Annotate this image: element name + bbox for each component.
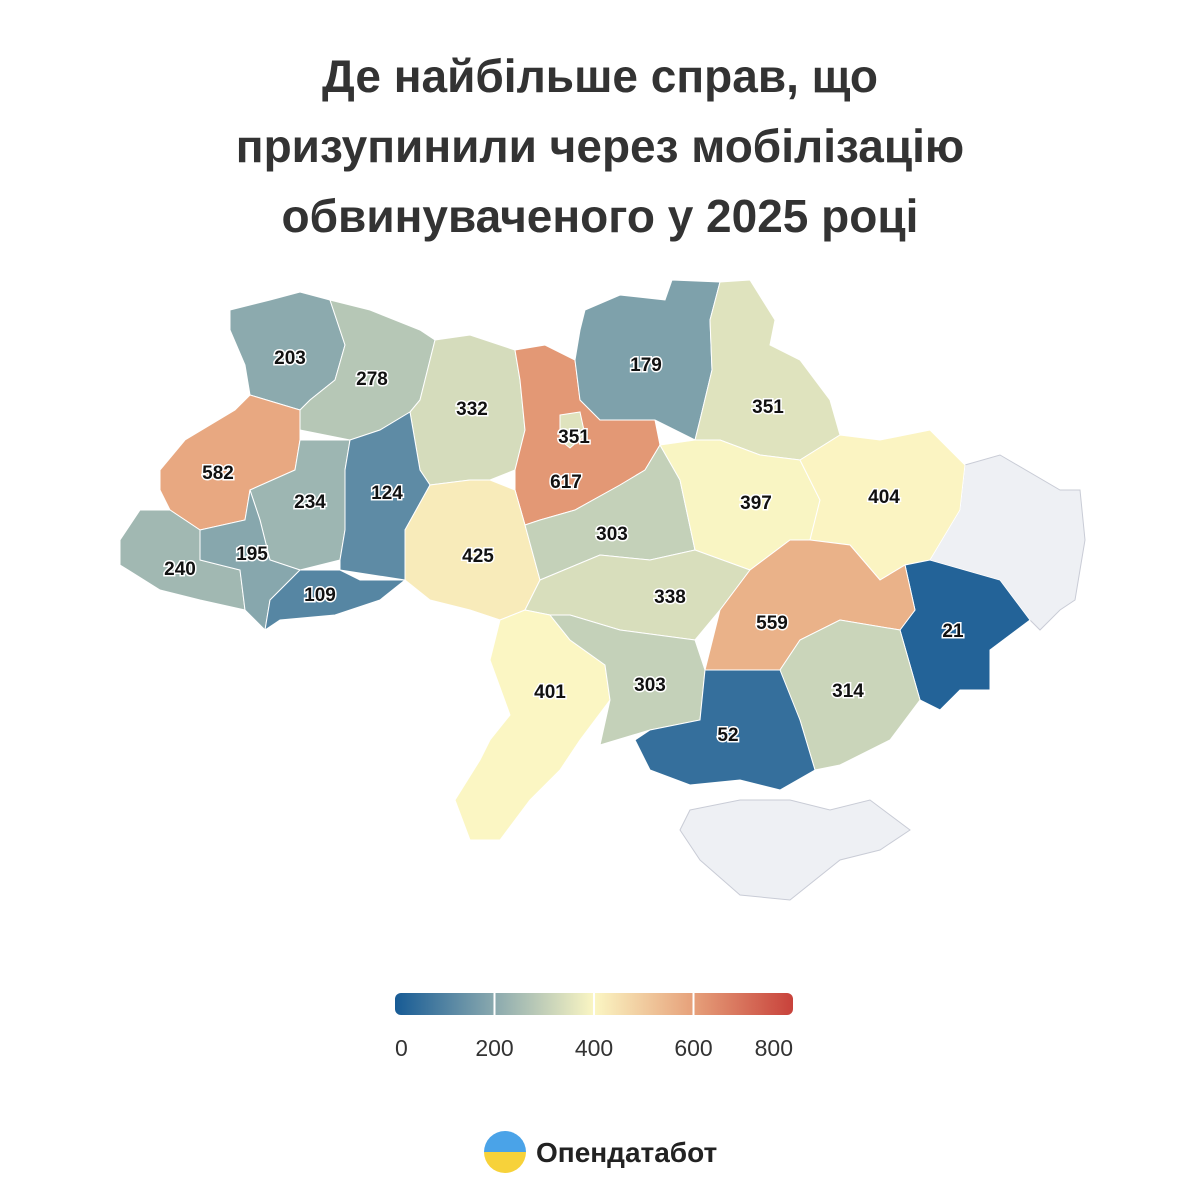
region-label: 21 (942, 621, 964, 642)
region-label: 303 (634, 675, 666, 696)
region-label: 401 (534, 682, 566, 703)
title-line: обвинуваченого у 2025 році (282, 190, 919, 242)
colorbar-tick-label: 200 (475, 1035, 513, 1061)
title-line: призупинили через мобілізацію (236, 120, 964, 172)
region-label: 124 (371, 483, 403, 504)
region (264, 569, 407, 632)
colorbar-tick-label: 600 (674, 1035, 712, 1061)
region-label: 425 (462, 546, 494, 567)
brand: Опендатабот (536, 1137, 717, 1168)
region-label: 351 (558, 427, 590, 448)
region-label: 240 (164, 559, 196, 580)
region-label: 617 (550, 472, 582, 493)
region (694, 279, 841, 461)
logo-icon (484, 1131, 526, 1173)
region-label: 303 (596, 524, 628, 545)
region-label: 278 (356, 369, 388, 390)
region-label: 179 (630, 355, 662, 376)
region-label: 582 (202, 463, 234, 484)
region-label: 52 (717, 725, 738, 746)
colorbar-tick-label: 400 (575, 1035, 613, 1061)
region-label: 351 (752, 397, 784, 418)
region-label: 109 (304, 585, 336, 606)
region-label: 203 (274, 348, 306, 369)
region-label: 404 (868, 487, 900, 508)
region-label: 195 (236, 544, 268, 565)
colorbar-tick-label: 0 (395, 1035, 408, 1061)
region-label: 397 (740, 493, 772, 514)
region-label: 314 (832, 681, 864, 702)
region (559, 411, 586, 449)
colorbar-tick-label: 800 (755, 1035, 793, 1061)
region-label: 332 (456, 399, 488, 420)
regions (119, 279, 1086, 901)
region (634, 669, 816, 791)
title-line: Де найбільше справ, що (322, 50, 878, 102)
region-no-data (679, 799, 911, 901)
region-label: 559 (756, 613, 788, 634)
region-label: 338 (654, 587, 686, 608)
region-label: 234 (294, 492, 326, 513)
